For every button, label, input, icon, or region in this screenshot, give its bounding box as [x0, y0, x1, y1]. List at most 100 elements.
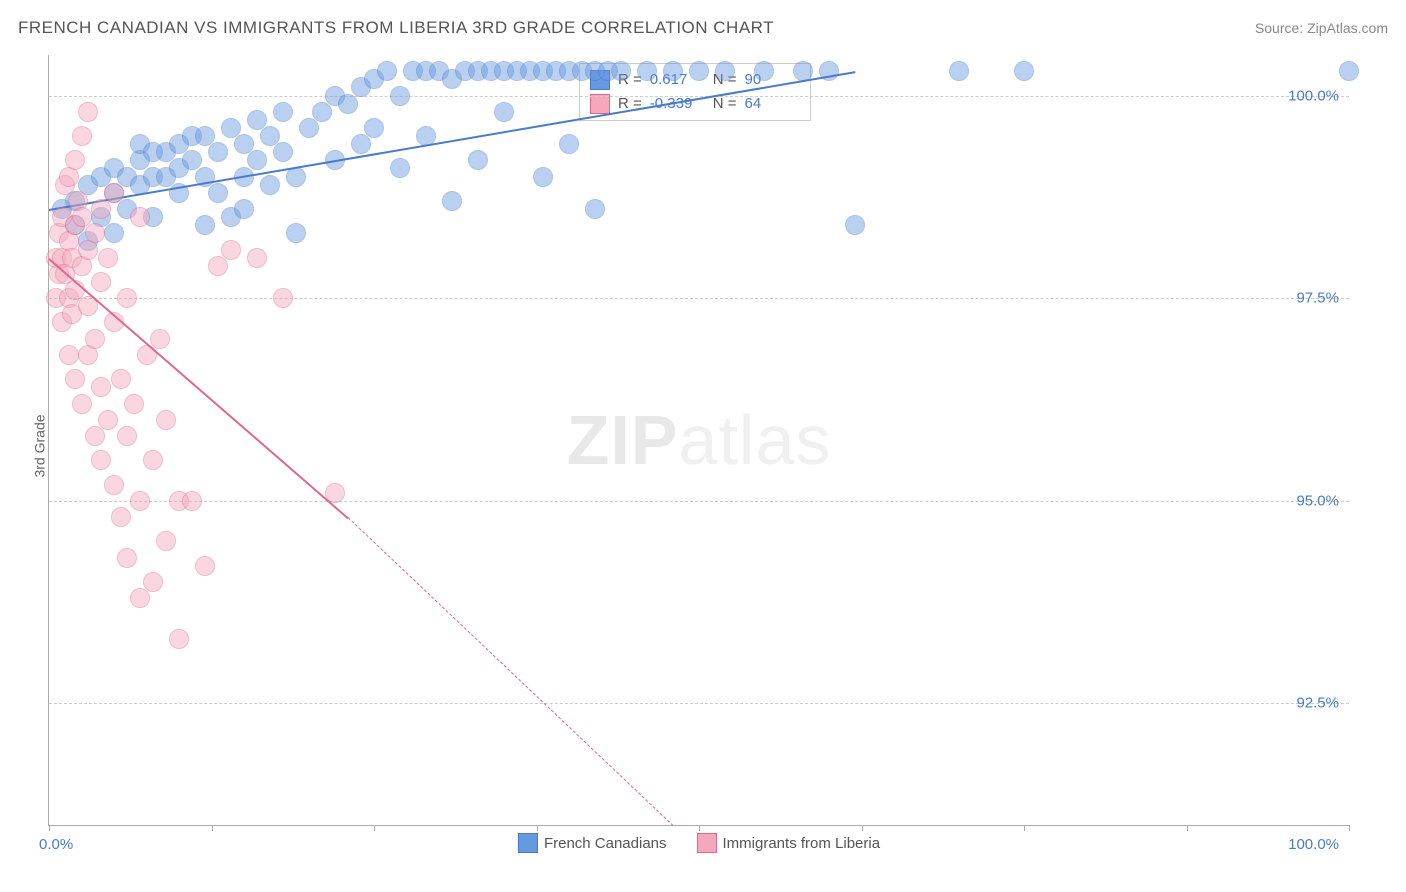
x-tick — [1024, 825, 1025, 831]
data-point — [663, 61, 683, 81]
data-point — [143, 450, 163, 470]
y-tick-label: 100.0% — [1288, 87, 1339, 104]
data-point — [247, 150, 267, 170]
legend-item-1: French Canadians — [518, 833, 667, 853]
data-point — [117, 426, 137, 446]
data-point — [91, 377, 111, 397]
data-point — [754, 61, 774, 81]
data-point — [377, 61, 397, 81]
data-point — [260, 175, 280, 195]
data-point — [208, 256, 228, 276]
data-point — [273, 102, 293, 122]
source-attribution: Source: ZipAtlas.com — [1255, 20, 1388, 36]
data-point — [364, 118, 384, 138]
data-point — [195, 556, 215, 576]
data-point — [98, 248, 118, 268]
data-point — [286, 223, 306, 243]
data-point — [390, 86, 410, 106]
data-point — [91, 272, 111, 292]
data-point — [949, 61, 969, 81]
x-tick — [1187, 825, 1188, 831]
data-point — [247, 248, 267, 268]
gridline — [49, 96, 1349, 97]
data-point — [182, 491, 202, 511]
legend: French Canadians Immigrants from Liberia — [518, 833, 880, 853]
data-point — [689, 61, 709, 81]
data-point — [98, 410, 118, 430]
data-point — [611, 61, 631, 81]
data-point — [169, 629, 189, 649]
chart-title: FRENCH CANADIAN VS IMMIGRANTS FROM LIBER… — [18, 18, 774, 38]
data-point — [468, 150, 488, 170]
gridline — [49, 501, 1349, 502]
x-axis-min-label: 0.0% — [39, 836, 73, 853]
legend-swatch-2 — [697, 833, 717, 853]
data-point — [143, 572, 163, 592]
data-point — [85, 329, 105, 349]
trend-line — [348, 517, 674, 826]
data-point — [338, 94, 358, 114]
data-point — [65, 369, 85, 389]
watermark: ZIPatlas — [567, 400, 832, 480]
data-point — [195, 215, 215, 235]
data-point — [1339, 61, 1359, 81]
gridline — [49, 703, 1349, 704]
data-point — [351, 134, 371, 154]
y-tick-label: 97.5% — [1296, 290, 1339, 307]
data-point — [273, 142, 293, 162]
data-point — [533, 167, 553, 187]
data-point — [117, 548, 137, 568]
data-point — [299, 118, 319, 138]
data-point — [91, 450, 111, 470]
data-point — [221, 240, 241, 260]
data-point — [715, 61, 735, 81]
data-point — [111, 369, 131, 389]
data-point — [637, 61, 657, 81]
data-point — [156, 531, 176, 551]
data-point — [130, 491, 150, 511]
data-point — [273, 288, 293, 308]
scatter-plot-area: ZIPatlas R = 0.617 N = 90 R = -0.339 N =… — [48, 55, 1349, 826]
data-point — [1014, 61, 1034, 81]
data-point — [111, 507, 131, 527]
data-point — [104, 183, 124, 203]
data-point — [78, 102, 98, 122]
legend-swatch-1 — [518, 833, 538, 853]
data-point — [104, 223, 124, 243]
x-tick — [1349, 825, 1350, 831]
data-point — [156, 410, 176, 430]
data-point — [442, 191, 462, 211]
data-point — [150, 329, 170, 349]
data-point — [494, 102, 514, 122]
data-point — [85, 426, 105, 446]
data-point — [72, 394, 92, 414]
x-tick — [374, 825, 375, 831]
source-link[interactable]: ZipAtlas.com — [1307, 20, 1388, 36]
series-swatch-2 — [590, 94, 610, 114]
data-point — [65, 150, 85, 170]
x-axis-max-label: 100.0% — [1288, 836, 1339, 853]
x-tick — [212, 825, 213, 831]
x-tick — [537, 825, 538, 831]
data-point — [390, 158, 410, 178]
x-tick — [699, 825, 700, 831]
x-tick — [49, 825, 50, 831]
data-point — [130, 207, 150, 227]
data-point — [845, 215, 865, 235]
data-point — [91, 199, 111, 219]
data-point — [117, 288, 137, 308]
data-point — [104, 475, 124, 495]
legend-item-2: Immigrants from Liberia — [697, 833, 881, 853]
data-point — [124, 394, 144, 414]
data-point — [59, 345, 79, 365]
data-point — [585, 199, 605, 219]
chart-header: FRENCH CANADIAN VS IMMIGRANTS FROM LIBER… — [18, 18, 1388, 38]
data-point — [208, 142, 228, 162]
gridline — [49, 298, 1349, 299]
x-tick — [862, 825, 863, 831]
y-axis-label: 3rd Grade — [32, 414, 48, 477]
data-point — [559, 134, 579, 154]
data-point — [85, 223, 105, 243]
data-point — [130, 588, 150, 608]
y-tick-label: 95.0% — [1296, 492, 1339, 509]
